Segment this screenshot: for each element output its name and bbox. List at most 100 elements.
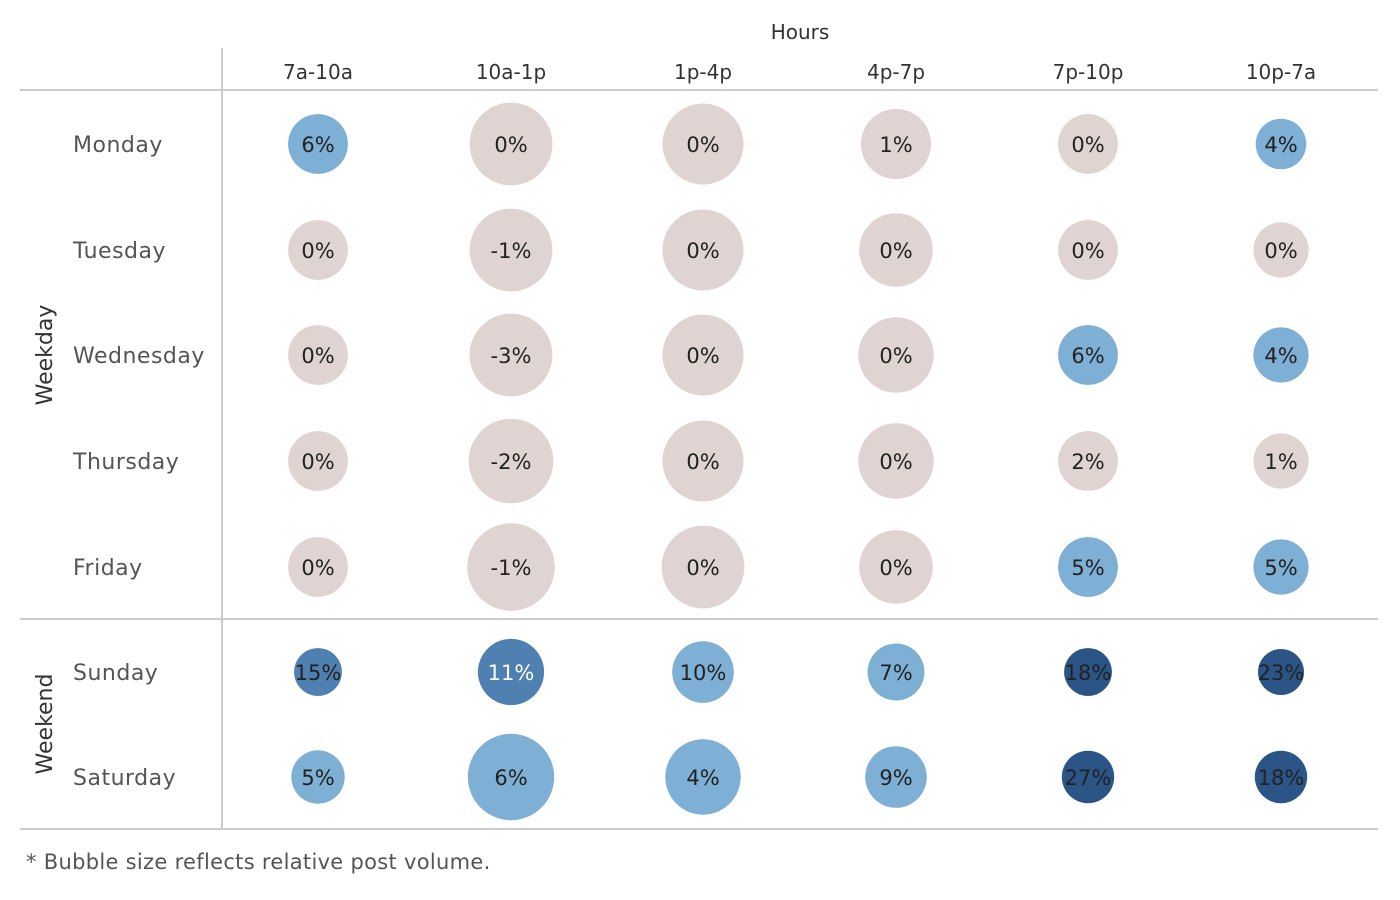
bubble	[288, 220, 348, 280]
bubble-value-label: 0%	[494, 133, 527, 157]
row-label-monday: Monday	[73, 133, 163, 158]
group-label-weekday: Weekday	[33, 305, 58, 406]
bubble-value-label: 1%	[1264, 450, 1297, 474]
bubble-value-label: 6%	[494, 766, 527, 790]
bubble-value-label: -1%	[491, 239, 532, 263]
column-label: 10a-1p	[476, 60, 546, 84]
bubble-value-label: 0%	[301, 239, 334, 263]
column-labels: 7a-10a 10a-1p 1p-4p 4p-7p 7p-10p 10p-7a	[283, 60, 1316, 84]
bubble-value-label: 0%	[1264, 239, 1297, 263]
bubble-value-label: 0%	[1071, 239, 1104, 263]
bubble-value-label: 1%	[879, 133, 912, 157]
bubble	[1061, 750, 1115, 804]
bubble-value-label: 4%	[686, 766, 719, 790]
row-label-saturday: Saturday	[73, 766, 176, 791]
column-label: 10p-7a	[1246, 60, 1316, 84]
bubble	[672, 641, 734, 703]
bubble-value-label: 0%	[879, 344, 912, 368]
bubble	[858, 423, 934, 499]
bubble-value-label: 18%	[1258, 766, 1305, 790]
bubble-value-label: -2%	[491, 450, 532, 474]
bubble	[861, 109, 931, 179]
bubble-value-label: 0%	[686, 239, 719, 263]
bubble	[1254, 750, 1308, 804]
bubble	[662, 420, 744, 502]
footnote: * Bubble size reflects relative post vol…	[26, 850, 491, 874]
bubble-value-label: 23%	[1258, 661, 1305, 685]
bubbles: 6% 0% 0% 1% 0% 4% 0% -1% 0% 0% 0% 0% 0% -3% 0% 0% 6% 4% 0%…	[288, 102, 1309, 821]
bubble	[859, 530, 933, 604]
bubble	[467, 733, 555, 821]
bubble	[1253, 327, 1309, 383]
bubble-value-label: 0%	[301, 344, 334, 368]
row-label-wednesday: Wednesday	[73, 344, 205, 369]
bubble-value-label: 6%	[301, 133, 334, 157]
bubble-value-label: 5%	[1071, 556, 1104, 580]
bubble-value-label: 0%	[301, 556, 334, 580]
bubble-value-label: 0%	[686, 556, 719, 580]
bubble-value-label: 0%	[1071, 133, 1104, 157]
bubble-value-label: 0%	[879, 556, 912, 580]
bubble-value-label: 27%	[1065, 766, 1112, 790]
bubble	[865, 746, 927, 808]
bubble-value-label: 7%	[879, 661, 912, 685]
bubble-value-label: 2%	[1071, 450, 1104, 474]
bubble	[469, 313, 553, 397]
bubble-value-label: 4%	[1264, 344, 1297, 368]
bubble	[1058, 220, 1118, 280]
row-labels: Monday Tuesday Wednesday Thursday Friday Sund…	[72, 133, 205, 791]
bubble	[662, 314, 744, 396]
bubble	[288, 537, 348, 597]
bubble	[294, 648, 342, 696]
bubble-value-label: -3%	[491, 344, 532, 368]
column-label: 7a-10a	[283, 60, 353, 84]
bubble-value-label: 18%	[1065, 661, 1112, 685]
bubble-value-label: 0%	[686, 344, 719, 368]
bubble-value-label: 5%	[1264, 556, 1297, 580]
grid-lines	[20, 48, 1378, 830]
column-label: 4p-7p	[867, 60, 925, 84]
bubble	[661, 525, 745, 609]
bubble-value-label: 0%	[879, 239, 912, 263]
bubble-value-label: 9%	[879, 766, 912, 790]
bubble	[1058, 325, 1118, 385]
bubble	[468, 418, 554, 504]
group-label-weekend: Weekend	[33, 674, 58, 775]
bubble	[1058, 114, 1118, 174]
bubble-value-label: 0%	[879, 450, 912, 474]
bubble	[1253, 222, 1309, 278]
bubble	[1253, 433, 1309, 489]
row-label-sunday: Sunday	[73, 661, 158, 686]
bubble	[288, 431, 348, 491]
bubble-value-label: 0%	[686, 450, 719, 474]
bubble	[662, 209, 744, 291]
bubble-value-label: 0%	[301, 450, 334, 474]
row-label-thursday: Thursday	[72, 450, 179, 475]
bubble	[1253, 539, 1309, 595]
bubble	[662, 103, 744, 185]
bubble	[867, 643, 925, 701]
bubble	[469, 208, 553, 292]
bubble	[859, 213, 933, 287]
bubble	[1058, 431, 1118, 491]
bubble	[477, 638, 545, 706]
bubble-value-label: 10%	[680, 661, 727, 685]
bubble-value-label: 0%	[686, 133, 719, 157]
bubble-value-label: 11%	[488, 661, 535, 685]
bubble	[1255, 118, 1307, 170]
bubble-value-label: -1%	[491, 556, 532, 580]
column-label: 1p-4p	[674, 60, 732, 84]
bubble	[1058, 537, 1118, 597]
bubble	[288, 114, 348, 174]
bubble	[1064, 648, 1112, 696]
bubble-value-label: 5%	[301, 766, 334, 790]
bubble	[469, 102, 553, 186]
bubble	[291, 750, 345, 804]
bubble	[665, 739, 741, 815]
bubble-value-label: 6%	[1071, 344, 1104, 368]
bubble	[288, 325, 348, 385]
bubble	[467, 523, 555, 611]
column-label: 7p-10p	[1053, 60, 1124, 84]
group-labels: Weekday Weekend	[33, 305, 58, 775]
